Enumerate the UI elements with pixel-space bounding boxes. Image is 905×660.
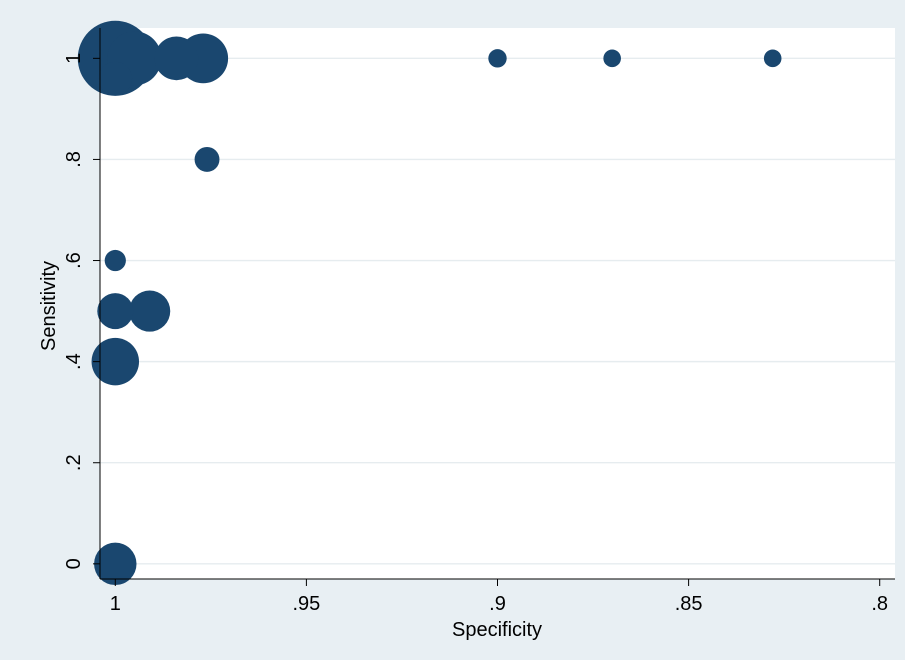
data-point-5	[488, 49, 507, 68]
x-tick-label-2: .9	[489, 593, 506, 615]
x-axis-label: Specificity	[452, 619, 542, 641]
plot-area	[100, 28, 895, 579]
x-axis-ticks: 1 .95 .9 .85 .8	[110, 579, 888, 615]
y-tick-label-1: .2	[63, 454, 85, 471]
data-point-2	[154, 36, 199, 81]
data-point-13	[94, 542, 137, 586]
y-axis-ticks: 0 .2 .4 .6 .8 1	[63, 53, 100, 569]
x-tick-label-0: 1	[110, 593, 121, 615]
data-point-4	[98, 61, 133, 96]
data-point-11	[129, 290, 171, 332]
y-tick-label-2: .4	[63, 353, 85, 370]
data-point-10	[97, 293, 134, 330]
y-axis-label: Sensitivity	[38, 261, 60, 351]
data-point-7	[763, 49, 782, 68]
y-tick-label-3: .6	[63, 252, 85, 269]
data-markers	[77, 20, 782, 586]
x-tick-label-1: .95	[292, 593, 320, 615]
y-tick-label-4: .8	[63, 151, 85, 168]
data-point-9	[104, 249, 126, 272]
y-tick-label-5: 1	[63, 53, 85, 64]
x-tick-label-3: .85	[675, 593, 703, 615]
data-point-12	[91, 337, 140, 386]
data-point-6	[603, 49, 621, 68]
x-tick-label-4: .8	[871, 593, 888, 615]
y-tick-label-0: 0	[63, 558, 85, 569]
data-point-8	[194, 146, 220, 172]
